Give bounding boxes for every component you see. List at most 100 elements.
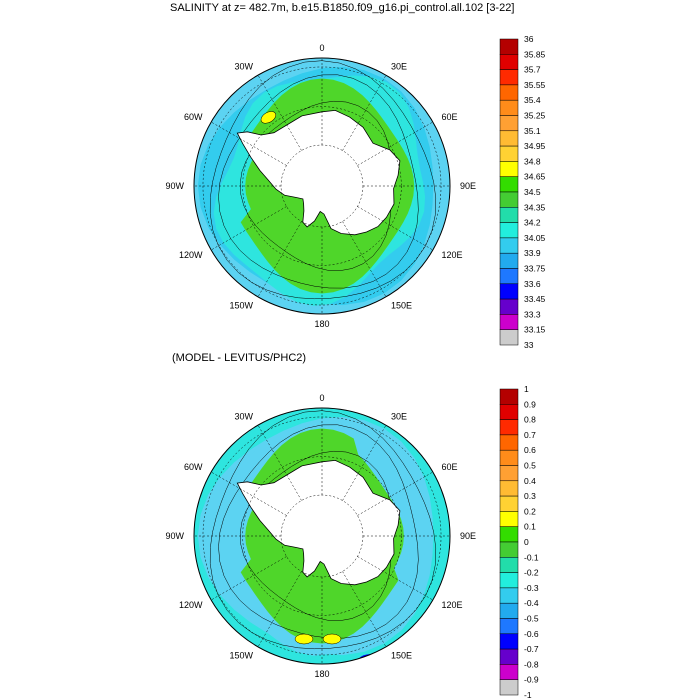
colorbar-box (499, 404, 519, 420)
latitude-circle (242, 106, 402, 266)
colorbar-label: 33.3 (524, 309, 541, 319)
longitude-label: 30W (234, 62, 253, 72)
colorbar-box (499, 495, 519, 512)
longitude-label: 150W (229, 651, 253, 661)
difference-colorbar: 1 0.9 0.8 0.7 0.6 0.5 0.4 0.3 0.2 0.1 0 -0.1 -0.2 -0.… (499, 384, 539, 700)
longitude-label: 120E (442, 250, 463, 260)
colorbar-box (499, 618, 519, 635)
colorbar-box (499, 557, 519, 573)
colorbar-label: 33 (524, 340, 534, 350)
colorbar-box (499, 207, 519, 223)
colorbar-box (499, 526, 519, 543)
colorbar-box (499, 329, 519, 346)
colorbar-label: 36 (524, 34, 534, 44)
colorbar-box (499, 449, 519, 466)
longitude-label: 180 (314, 669, 329, 679)
longitude-label: 150W (229, 301, 253, 311)
colorbar-box (499, 222, 519, 239)
colorbar-box (499, 572, 519, 589)
positive-anomaly-pocket (294, 633, 314, 645)
colorbar-box (499, 99, 519, 116)
longitude-label: 0 (319, 43, 324, 53)
colorbar-label: -0.1 (524, 552, 539, 562)
colorbar-label: 35.25 (524, 111, 546, 121)
longitude-label: 120W (179, 600, 203, 610)
latitude-circle (202, 416, 442, 656)
colorbar-label: 33.15 (524, 325, 546, 335)
negative-anomaly-patch (358, 654, 386, 664)
colorbar-label: -0.7 (524, 644, 539, 654)
colorbar-box (499, 480, 519, 497)
colorbar-label: -0.8 (524, 659, 539, 669)
colorbar-label: 34.2 (524, 218, 541, 228)
longitude-label: 60E (442, 462, 458, 472)
meridian-line (257, 425, 302, 501)
longitude-label: 90W (165, 531, 184, 541)
colorbar-box (499, 38, 519, 55)
colorbar-label: 0 (524, 537, 529, 547)
colorbar-box (499, 237, 519, 254)
longitude-label: 60W (184, 112, 203, 122)
colorbar-label: -0.5 (524, 614, 539, 624)
longitude-label: 60E (442, 112, 458, 122)
meridian-line (211, 556, 287, 601)
colorbar-label: -0.2 (524, 568, 539, 578)
meridian-line (211, 121, 287, 166)
colorbar-box (499, 679, 519, 696)
colorbar-label: 34.65 (524, 172, 546, 182)
ocean-field (194, 408, 467, 664)
longitude-label: 0 (319, 393, 324, 403)
longitude-label: 150E (391, 651, 412, 661)
panel-title-difference: (MODEL - LEVITUS/PHC2) (172, 352, 307, 364)
ocean-field (194, 58, 450, 314)
meridian-line (357, 471, 433, 516)
map-rim (193, 57, 451, 315)
colorbar-label: 33.9 (524, 248, 541, 258)
colorbar-label: 0.7 (524, 430, 536, 440)
colorbar-box (499, 602, 519, 619)
colorbar-box (499, 314, 519, 330)
colorbar-box (499, 130, 519, 147)
colorbar-label: -0.4 (524, 598, 539, 608)
longitude-label: 90E (460, 181, 476, 191)
positive-anomaly-pocket (322, 633, 342, 645)
colorbar-box (499, 298, 519, 315)
colorbar-label: 0.3 (524, 491, 536, 501)
longitude-label: 30E (391, 412, 407, 422)
meridian-line (342, 425, 387, 501)
meridian-line (257, 571, 302, 647)
longitude-label: 30E (391, 62, 407, 72)
colorbar-label: 34.05 (524, 233, 546, 243)
antarctica (236, 109, 401, 236)
colorbar-label: 34.8 (524, 156, 541, 166)
colorbar-box (499, 115, 519, 132)
meridian-line (357, 206, 433, 251)
colorbar-box (499, 84, 519, 101)
meridian-line (257, 75, 302, 151)
meridian-line (342, 221, 387, 297)
colorbar-box (499, 419, 519, 436)
colorbar-label: 35.55 (524, 80, 546, 90)
negative-anomaly-patch (461, 497, 467, 515)
salinity-map: 0 30E 60E 90E 120E 150E 180 150W 120W 90W 60W 30W (165, 43, 476, 329)
longitude-label: 150E (391, 301, 412, 311)
colorbar-box (499, 434, 519, 451)
colorbar-label: 33.75 (524, 264, 546, 274)
longitude-label: 120E (442, 600, 463, 610)
panel-title-salinity: SALINITY at z= 482.7m, b.e15.B1850.f09_g… (170, 2, 515, 14)
colorbar-box (499, 176, 519, 193)
colorbar-box (499, 664, 519, 680)
colorbar-box (499, 388, 519, 405)
colorbar-label: 34.5 (524, 187, 541, 197)
colorbar-box (499, 54, 519, 70)
colorbar-label: 35.4 (524, 95, 541, 105)
colorbar-box (499, 648, 519, 665)
longitude-label: 180 (314, 319, 329, 329)
meridian-line (211, 471, 287, 516)
meridian-line (357, 556, 433, 601)
colorbar-box (499, 252, 519, 269)
longitude-label: 60W (184, 462, 203, 472)
colorbar-label: 0.5 (524, 461, 536, 471)
colorbar-box (499, 465, 519, 482)
